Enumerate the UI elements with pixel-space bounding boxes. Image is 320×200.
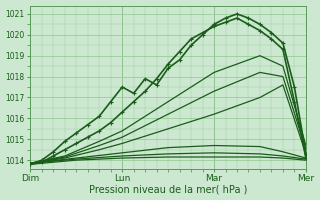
X-axis label: Pression niveau de la mer( hPa ): Pression niveau de la mer( hPa ) [89, 184, 247, 194]
